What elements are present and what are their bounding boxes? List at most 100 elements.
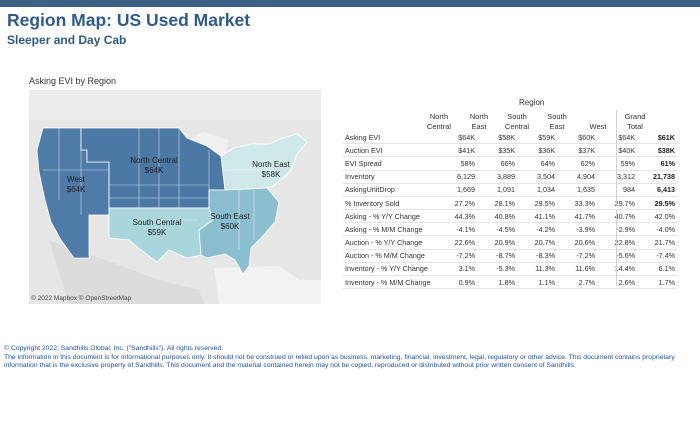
grand-total-cell: 6.1% xyxy=(637,262,677,276)
table-cell: 27.2% xyxy=(437,196,477,211)
table-row: Asking - % M/M Change -4.1% -4.5% -4.2% -3.9… xyxy=(343,222,677,237)
table-cell: -4.2% xyxy=(517,222,557,237)
table-cell: 28.1% xyxy=(477,196,517,211)
row-label: AskingUnitDrop xyxy=(343,183,437,197)
table-row: EVI Spread 58% 66% 64% 62% 59% 61% xyxy=(343,156,677,171)
table-cell: 1,669 xyxy=(437,183,477,197)
column-header-north-central: North Central xyxy=(426,112,452,131)
map-label-north-east-value: $58K xyxy=(262,170,281,179)
row-label: EVI Spread xyxy=(343,156,437,171)
table-cell: -8.3% xyxy=(517,249,557,263)
table-cell: 29.5% xyxy=(517,196,557,211)
table-cell: 59% xyxy=(597,156,637,171)
region-north-east[interactable] xyxy=(220,133,308,191)
row-label: Auction - % M/M Change xyxy=(343,249,437,263)
map-label-south-central-value: $59K xyxy=(148,228,167,237)
table-row: Asking - % Y/Y Change 44.3% 40.8% 41.1% 41.7… xyxy=(343,210,677,224)
canada-land xyxy=(29,90,321,120)
table-cell: 1,091 xyxy=(477,183,517,197)
footer-line-1: The information in this document is for … xyxy=(4,353,675,361)
table-cell: 41.7% xyxy=(557,210,597,224)
table-row: Auction EVI $41K $35K $36K $37K $40K $38K xyxy=(343,143,677,158)
table-row: Inventory - % M/M Change 0.9% 1.8% 1.1% 2.7%… xyxy=(343,275,677,290)
region-map[interactable]: West $64K North Central $64K North East … xyxy=(29,90,321,304)
table-row: Inventory 6,129 3,889 3,504 4,904 3,312 21,738 xyxy=(343,170,677,184)
table-cell: 29.7% xyxy=(597,196,637,211)
table-cell: -4.1% xyxy=(437,222,477,237)
table-row: Asking EVI $64K $58K $59K $60K $64K $61K xyxy=(343,131,677,145)
column-header-south-central: South Central xyxy=(504,112,530,131)
table-cell: $59K xyxy=(517,131,557,145)
map-label-west-value: $64K xyxy=(67,185,86,194)
grand-total-cell: 61% xyxy=(637,156,677,171)
table-cell: 2.7% xyxy=(557,275,597,290)
page-subtitle: Sleeper and Day Cab xyxy=(7,33,127,47)
table-cell: 22.6% xyxy=(437,235,477,250)
change-table: Asking - % Y/Y Change 44.3% 40.8% 41.1% 41.7… xyxy=(343,210,677,290)
row-label: Asking - % M/M Change xyxy=(343,222,437,237)
map-title: Asking EVI by Region xyxy=(29,76,117,86)
table-cell: $36K xyxy=(517,143,557,158)
map-label-south-central-name: South Central xyxy=(133,218,182,227)
region-map-svg: West $64K North Central $64K North East … xyxy=(29,90,321,304)
row-label: Auction EVI xyxy=(343,143,437,158)
state-borders xyxy=(43,128,273,250)
table-cell: 40.7% xyxy=(597,210,637,224)
table-cell: 44.3% xyxy=(437,210,477,224)
table-cell: 40.8% xyxy=(477,210,517,224)
table-cell: -5.6% xyxy=(597,249,637,263)
row-label: Asking EVI xyxy=(343,131,437,145)
row-label: Auction - % Y/Y Change xyxy=(343,235,437,250)
table-row: Auction - % M/M Change -7.2% -8.7% -8.3% -7.… xyxy=(343,249,677,263)
table-cell: -5.3% xyxy=(477,262,517,276)
metrics-table: Asking EVI $64K $58K $59K $60K $64K $61K Auctio… xyxy=(343,131,677,211)
table-cell: $64K xyxy=(437,131,477,145)
table-cell: -7.2% xyxy=(557,249,597,263)
page-title: Region Map: US Used Market xyxy=(7,10,251,30)
table-row: Inventory - % Y/Y Change 3.1% -5.3% 11.3% 11… xyxy=(343,262,677,276)
grand-total-cell: 29.5% xyxy=(637,196,677,211)
grand-total-divider xyxy=(616,110,617,205)
row-label: Inventory - % M/M Change xyxy=(343,275,437,290)
footer-disclaimer: © Copyright 2022, Sandhills Global, Inc.… xyxy=(4,345,694,371)
map-label-south-east-name: South East xyxy=(210,212,250,221)
grand-total-cell: 21,738 xyxy=(637,170,677,184)
row-label: Asking - % Y/Y Change xyxy=(343,210,437,224)
grand-total-cell: $38K xyxy=(637,143,677,158)
row-label: % Inventory Sold xyxy=(343,196,437,211)
table-cell: 984 xyxy=(597,183,637,197)
table-cell: $37K xyxy=(557,143,597,158)
row-label: Inventory xyxy=(343,170,437,184)
table-cell: $58K xyxy=(477,131,517,145)
table-cell: 2.6% xyxy=(597,275,637,290)
grand-total-cell: 21.7% xyxy=(637,235,677,250)
row-label: Inventory - % Y/Y Change xyxy=(343,262,437,276)
table-cell: 58% xyxy=(437,156,477,171)
map-label-north-east-name: North East xyxy=(252,160,291,169)
table-cell: 3,504 xyxy=(517,170,557,184)
map-attribution[interactable]: © 2022 Mapbox © OpenStreetMap xyxy=(31,295,132,302)
grand-total-divider-2 xyxy=(616,210,617,286)
column-header-north-east: North East xyxy=(469,112,489,131)
table-cell: -8.7% xyxy=(477,249,517,263)
table-cell: 1.1% xyxy=(517,275,557,290)
column-header-west: West xyxy=(589,122,607,131)
table-cell: $64K xyxy=(597,131,637,145)
map-label-south-east-value: $60K xyxy=(221,222,240,231)
table-cell: -4.5% xyxy=(477,222,517,237)
grand-total-cell: 42.0% xyxy=(637,210,677,224)
table-cell: 11.3% xyxy=(517,262,557,276)
table-cell: 11.6% xyxy=(557,262,597,276)
table-row: Auction - % Y/Y Change 22.6% 20.9% 20.7% 20.… xyxy=(343,235,677,250)
column-header-grand-total: Grand Total xyxy=(624,112,646,131)
table-cell: $41K xyxy=(437,143,477,158)
grand-total-cell: 1.7% xyxy=(637,275,677,290)
grand-total-cell: $61K xyxy=(637,131,677,145)
table-cell: 20.7% xyxy=(517,235,557,250)
table-cell: -7.2% xyxy=(437,249,477,263)
table-cell: 14.4% xyxy=(597,262,637,276)
footer-line-2: information that is the exclusive proper… xyxy=(4,362,576,369)
map-label-west-name: West xyxy=(67,175,86,184)
table-cell: 1,034 xyxy=(517,183,557,197)
table-row: % Inventory Sold 27.2% 28.1% 29.5% 33.3% 29.7… xyxy=(343,196,677,211)
